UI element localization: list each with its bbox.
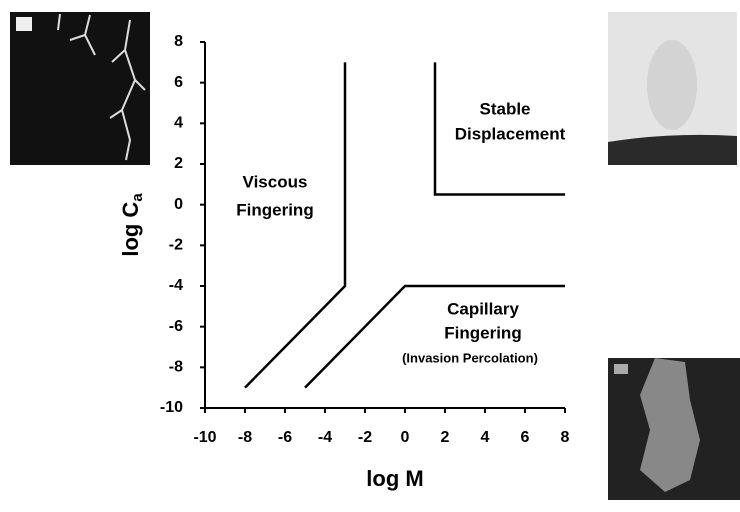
photo-stable: [608, 12, 737, 165]
x-tick-label: 2: [441, 429, 450, 446]
x-tick-label: 6: [521, 429, 530, 446]
x-tick-label: 8: [561, 429, 570, 446]
photo-capillary: [608, 358, 740, 500]
y-tick-label: -2: [169, 237, 183, 254]
y-tick-label: -4: [169, 277, 183, 294]
region-label: Displacement: [455, 124, 566, 143]
region-label: Stable: [479, 99, 530, 118]
y-axis-label-subscript: a: [129, 193, 146, 202]
y-tick-label: 6: [174, 74, 183, 91]
y-tick-label: 4: [174, 115, 183, 132]
x-tick-label: 0: [401, 429, 410, 446]
region-label: (Invasion Percolation): [402, 350, 538, 365]
boundary-line: [244, 62, 347, 389]
y-tick-label: -8: [169, 359, 183, 376]
region-label: Capillary: [447, 299, 519, 318]
x-tick-label: -4: [318, 429, 332, 446]
y-axis-label: log Ca: [118, 193, 146, 257]
boundary-line: [304, 284, 565, 389]
y-tick-label: 2: [174, 155, 183, 172]
boundary-line: [433, 62, 565, 196]
region-label: Fingering: [236, 200, 313, 219]
x-tick-label: 4: [481, 429, 490, 446]
y-axis-label-main: log C: [118, 202, 143, 257]
region-label: Fingering: [444, 323, 521, 342]
x-axis-label: log M: [366, 466, 423, 491]
x-tick-label: -8: [238, 429, 252, 446]
region-label: Viscous: [243, 172, 308, 191]
x-tick-label: -10: [193, 429, 216, 446]
y-tick-label: -6: [169, 318, 183, 335]
y-tick-label: 8: [174, 33, 183, 50]
x-tick-label: -2: [358, 429, 372, 446]
y-tick-label: -10: [160, 399, 183, 416]
y-tick-label: 0: [174, 196, 183, 213]
x-tick-label: -6: [278, 429, 292, 446]
photo-viscous: [10, 12, 150, 165]
